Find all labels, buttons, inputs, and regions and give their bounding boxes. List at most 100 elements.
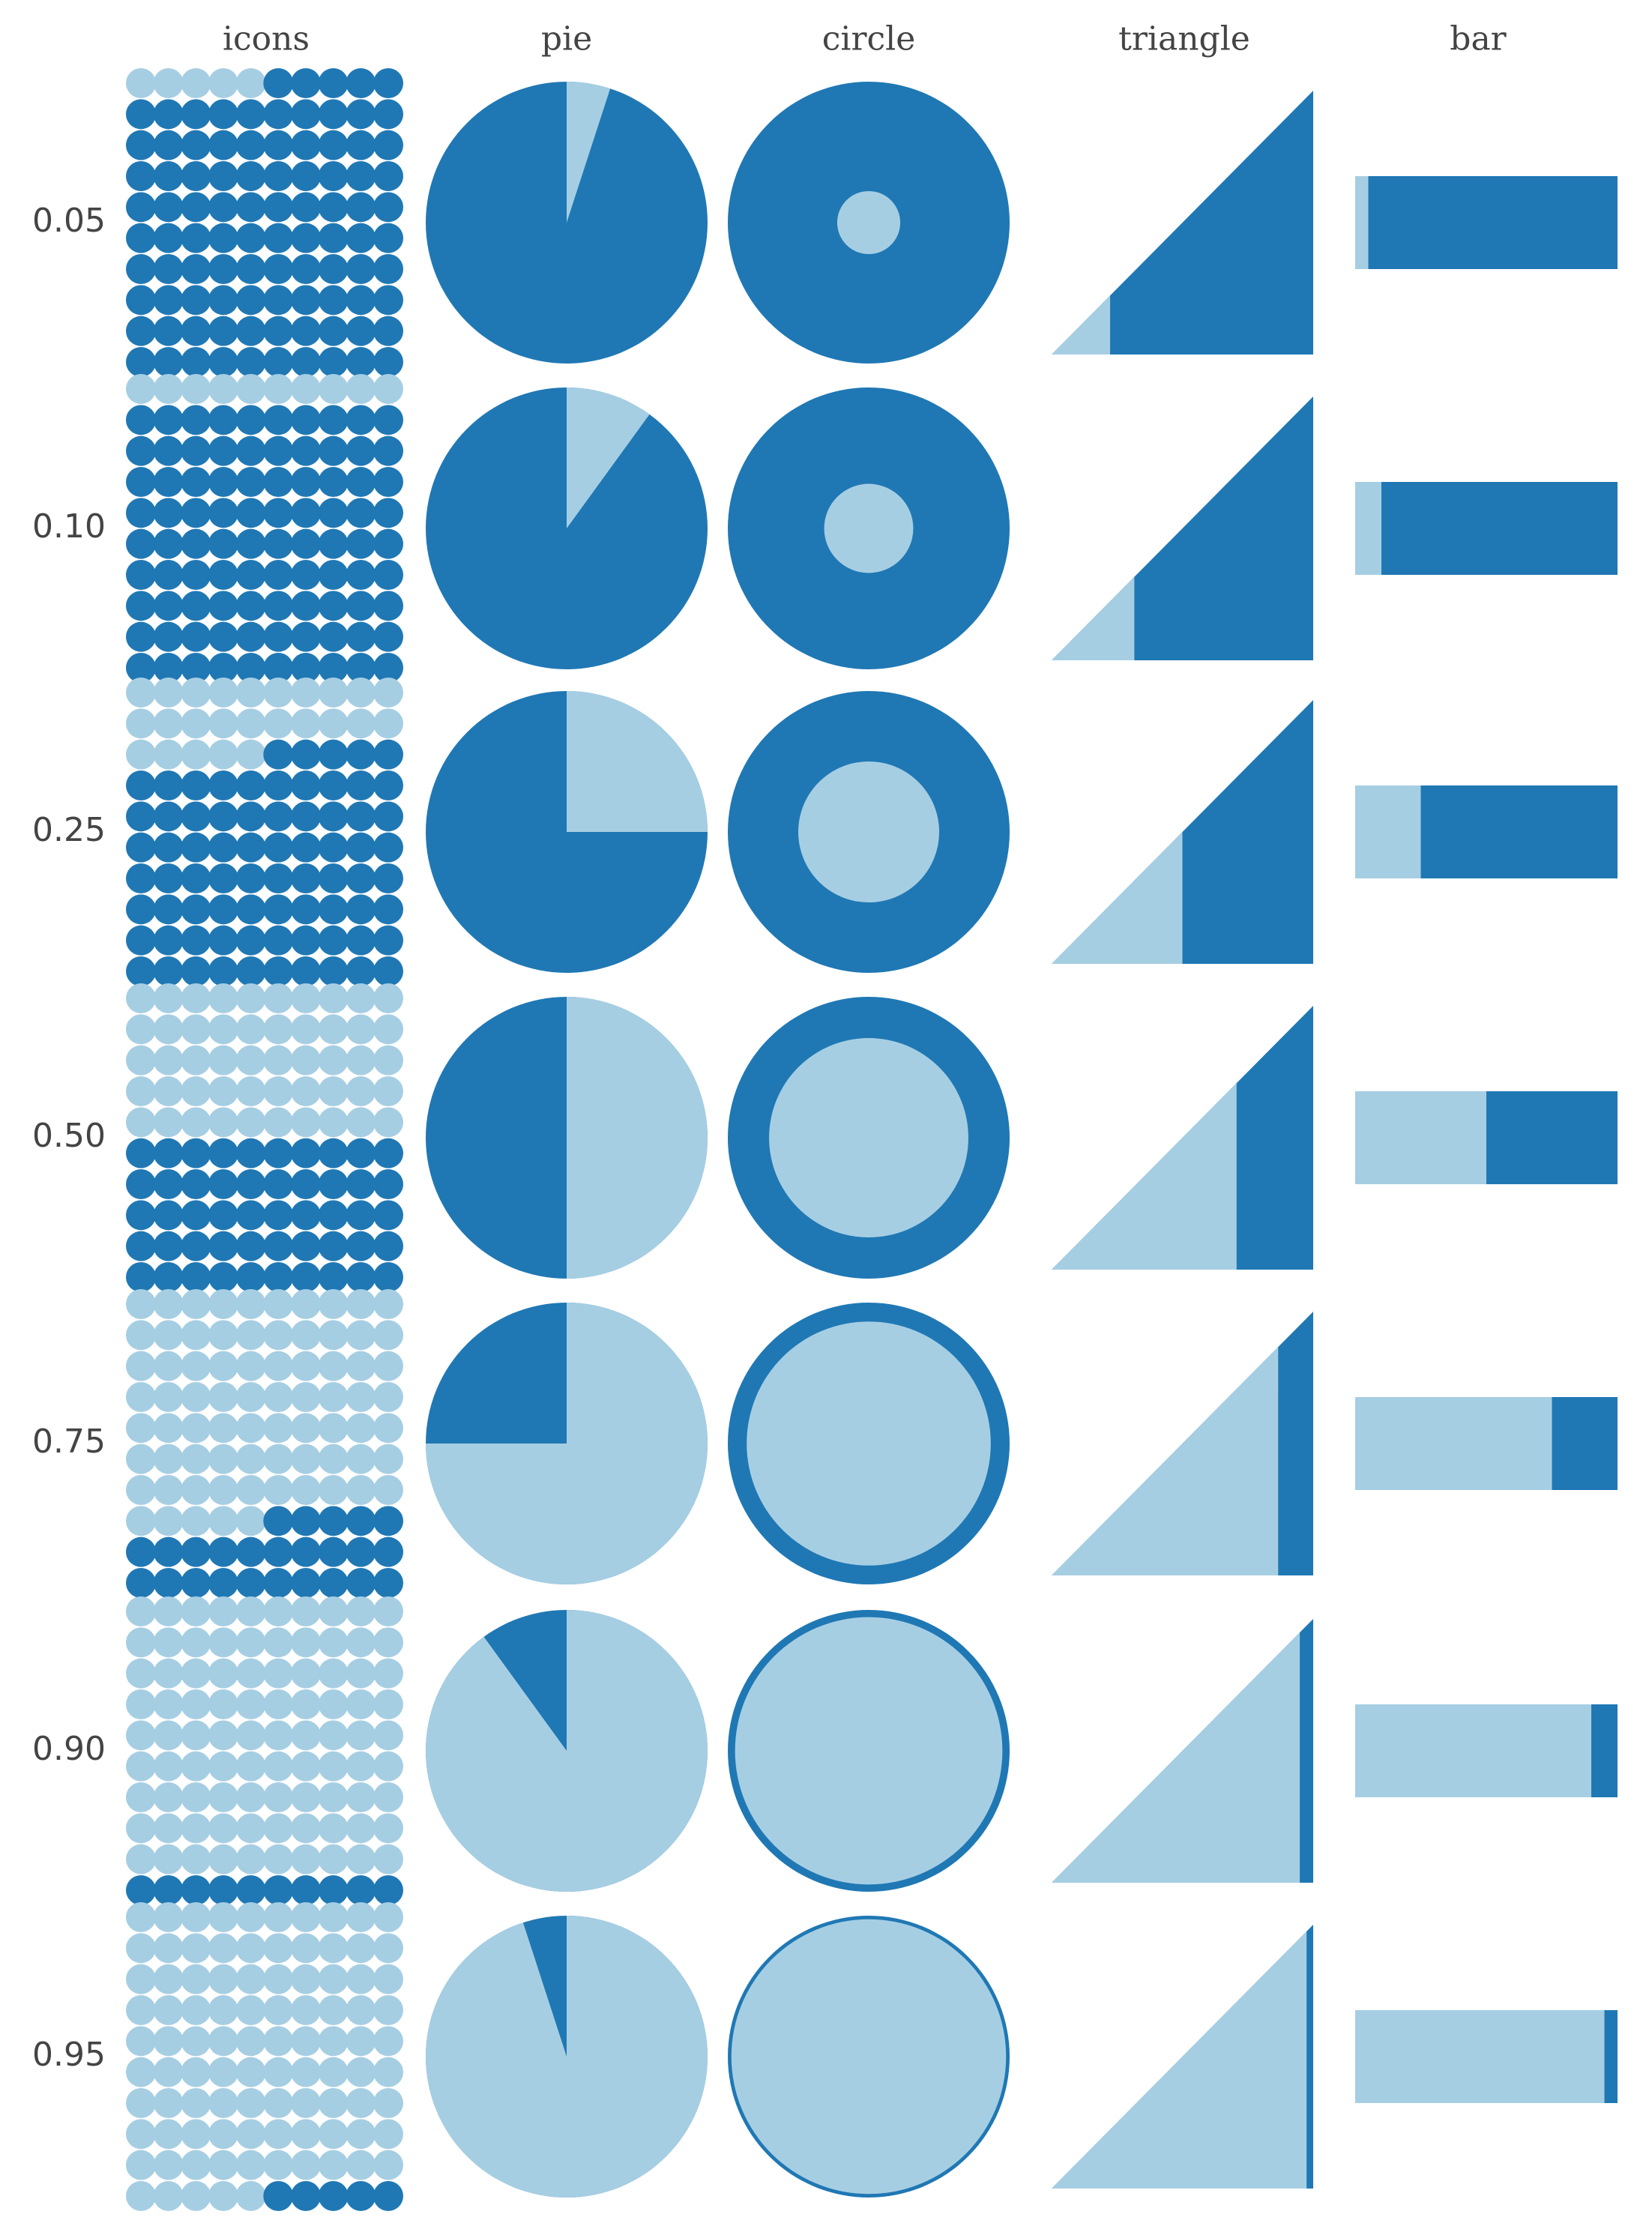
icon-sparkle (177, 1194, 187, 1205)
icon-dot (373, 435, 403, 466)
icon-sparkle (204, 734, 215, 744)
icon-dot (318, 1107, 349, 1138)
icon-dot (263, 1076, 294, 1106)
circle-inner (798, 761, 939, 902)
icon-dot (208, 653, 238, 683)
icon-dot (263, 1689, 294, 1719)
icon-dot (346, 2181, 376, 2211)
icon-dot (153, 405, 184, 435)
icon-sparkle (149, 1746, 160, 1756)
icon-dot (373, 2088, 403, 2118)
icon-dot (208, 621, 238, 652)
bar-glyph (1355, 2010, 1618, 2103)
icon-dot (208, 285, 238, 316)
icon-dot (263, 467, 294, 497)
icon-dot (373, 1596, 403, 1626)
icon-dot (318, 435, 349, 466)
icon-dot (318, 832, 349, 863)
icon-dot (181, 316, 211, 346)
icon-dot (181, 130, 211, 160)
icon-sparkle (232, 399, 243, 410)
icon-dot (346, 1627, 376, 1658)
icon-dot (346, 1596, 376, 1626)
pie-slice-value (567, 82, 611, 223)
icon-sparkle (342, 1927, 352, 1938)
icon-sparkle (259, 1256, 270, 1267)
icon-sparkle (314, 1839, 325, 1849)
icon-sparkle (177, 857, 187, 869)
icon-dot (235, 1320, 266, 1351)
icon-sparkle (204, 2020, 215, 2031)
icon-sparkle (369, 461, 380, 472)
icon-dot (153, 1933, 184, 1964)
icon-dot (373, 130, 403, 160)
bar-glyph (1355, 176, 1618, 269)
icon-sparkle (232, 1500, 243, 1511)
icon-dot (346, 956, 376, 986)
icon-sparkle (314, 1500, 325, 1511)
icon-dot (291, 1536, 321, 1567)
icon-sparkle (232, 492, 243, 503)
triangle-value (1052, 1931, 1307, 2189)
icon-sparkle (286, 1807, 298, 1818)
icon-dot (126, 285, 156, 316)
icon-dot (318, 1289, 349, 1319)
icon-sparkle (204, 1132, 215, 1143)
icon-dot (318, 1596, 349, 1626)
icon-dot (208, 1169, 238, 1199)
icon-sparkle (204, 1040, 215, 1050)
icon-dot (126, 1536, 156, 1567)
icon-dot (373, 863, 403, 893)
icon-dot (373, 1875, 403, 1905)
icon-sparkle (177, 2175, 187, 2186)
icon-dot (235, 1995, 266, 2025)
icon-dot (153, 739, 184, 770)
icon-dot (346, 1169, 376, 1199)
icon-dot (263, 770, 294, 800)
icon-dot (126, 925, 156, 956)
icon-sparkle (369, 341, 380, 352)
icon-dot (346, 347, 376, 377)
icon-dot (126, 2181, 156, 2211)
icon-sparkle (177, 93, 187, 104)
icon-sparkle (286, 1070, 298, 1082)
icon-sparkle (204, 647, 215, 658)
icon-sparkle (232, 310, 243, 321)
icon-dot (153, 956, 184, 986)
icon-dot (208, 1995, 238, 2025)
icon-sparkle (259, 1194, 270, 1205)
icon-dot (181, 1107, 211, 1138)
icon-dot (291, 1289, 321, 1319)
bar-value (1355, 1397, 1552, 1490)
icon-dot (126, 1875, 156, 1905)
icon-dot (235, 1076, 266, 1106)
icon-dot (208, 770, 238, 800)
icon-sparkle (232, 795, 243, 806)
icon-sparkle (314, 585, 325, 596)
icon-sparkle (369, 1500, 380, 1511)
icon-sparkle (342, 702, 352, 714)
icon-dot (126, 983, 156, 1013)
icon-dot (373, 1782, 403, 1812)
icon-sparkle (259, 1927, 270, 1938)
icon-sparkle (369, 764, 380, 776)
icon-dot (126, 347, 156, 377)
icon-dot (181, 894, 211, 925)
icon-dot (235, 1107, 266, 1138)
icon-dot (181, 254, 211, 284)
icon-sparkle (314, 857, 325, 869)
icon-dot (153, 894, 184, 925)
icon-dot (208, 1658, 238, 1689)
icon-dot (373, 1720, 403, 1751)
icon-sparkle (259, 461, 270, 472)
icon-sparkle (259, 764, 270, 776)
icon-dot (318, 1627, 349, 1658)
icon-sparkle (177, 461, 187, 472)
icon-sparkle (286, 1132, 298, 1143)
icon-sparkle (149, 1683, 160, 1695)
icon-sparkle (204, 1989, 215, 2000)
icon-dot (181, 1536, 211, 1567)
icon-sparkle (369, 492, 380, 503)
circle-glyph (728, 1916, 1010, 2198)
